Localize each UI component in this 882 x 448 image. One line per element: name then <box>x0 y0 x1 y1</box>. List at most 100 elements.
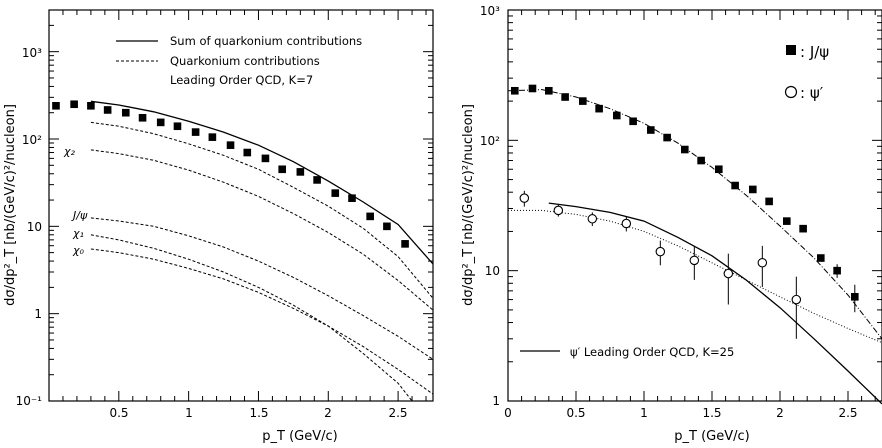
left-x-tick-label: 1 <box>185 406 193 420</box>
series-line <box>90 217 434 360</box>
legend-open-circle-marker <box>784 85 798 99</box>
data-point <box>511 86 519 95</box>
left-data-points <box>52 100 409 248</box>
data-point <box>647 126 655 134</box>
data-point <box>697 156 705 165</box>
data-point <box>278 165 286 174</box>
legend-entry: : J/ψ <box>800 43 829 61</box>
data-point <box>87 101 95 110</box>
data-point <box>243 148 252 157</box>
curve-label: χ₂ <box>63 145 76 158</box>
right-y-tick-label: 10 <box>485 264 500 278</box>
data-point <box>173 122 182 131</box>
series-line <box>90 234 413 402</box>
data-point <box>715 165 723 174</box>
data-point <box>689 255 700 266</box>
left-x-tick-label: 1.5 <box>249 406 268 420</box>
data-point <box>791 294 802 305</box>
data-point <box>765 197 773 206</box>
data-point <box>519 193 530 203</box>
left-panel: 10⁻¹ 1 10 10² 10³ 0.5 1 1.5 2 2.5 p_T (G… <box>3 9 434 444</box>
data-point <box>621 218 632 229</box>
data-point <box>553 205 564 216</box>
data-point <box>749 185 757 194</box>
left-y-tick-label: 10² <box>22 133 42 147</box>
legend-filled-square-marker <box>786 45 796 55</box>
right-x-tick-label: 1.5 <box>702 406 721 420</box>
data-point <box>799 224 807 233</box>
right-legend: : J/ψ : ψ′ <box>784 43 829 102</box>
data-point <box>103 106 112 114</box>
data-point <box>663 133 671 142</box>
right-y-tick-label: 1 <box>492 394 500 408</box>
series-line <box>90 100 434 265</box>
series-line <box>507 89 882 340</box>
data-point <box>528 84 537 93</box>
data-point <box>587 214 598 224</box>
data-point <box>156 118 165 127</box>
left-y-tick-label: 10⁻¹ <box>16 394 43 408</box>
data-point <box>817 254 825 262</box>
curve-label: J/ψ <box>71 209 88 222</box>
data-point <box>833 266 841 275</box>
series-line <box>90 149 434 311</box>
data-point <box>138 113 147 122</box>
data-point <box>595 104 603 113</box>
right-x-axis-title: p_T (GeV/c) <box>674 429 749 444</box>
right-data-points <box>511 84 859 339</box>
right-x-tick-label: 2.5 <box>838 406 857 420</box>
curve-label: χ₀ <box>72 244 85 257</box>
left-plot-frame <box>48 9 434 402</box>
left-x-axis-title: p_T (GeV/c) <box>262 429 337 444</box>
data-point <box>731 181 739 190</box>
left-y-tick-label: 10³ <box>22 46 42 60</box>
data-point <box>545 86 553 95</box>
data-point <box>226 141 235 149</box>
right-panel: 1 10 10² 10³ 0 0.5 1 1.5 2 2.5 p_T (GeV/… <box>461 4 882 444</box>
data-point <box>296 168 305 176</box>
curve-label: χ₁ <box>72 227 84 240</box>
data-point <box>383 222 391 231</box>
data-point <box>70 100 78 109</box>
series-line <box>90 248 434 395</box>
annotation-text: ψ′ Leading Order QCD, K=25 <box>570 345 734 359</box>
data-point <box>783 217 791 225</box>
left-ticks <box>48 9 433 402</box>
legend-entry: Sum of quarkonium contributions <box>170 34 362 48</box>
right-x-tick-label: 0.5 <box>566 406 585 420</box>
data-point <box>366 212 374 221</box>
left-x-tick-label: 2 <box>324 406 332 420</box>
data-point <box>313 176 321 184</box>
series-line <box>548 202 882 405</box>
right-x-tick-label: 1 <box>640 406 648 420</box>
data-point <box>723 268 734 279</box>
right-y-axis-title: dσ/dp²_T [nb/(GeV/c)²/nucleon] <box>461 104 476 306</box>
data-point <box>208 133 217 141</box>
data-point <box>561 93 569 101</box>
left-x-tick-label: 2.5 <box>388 406 407 420</box>
data-point <box>348 194 356 202</box>
left-y-axis-title: dσ/dp²_T [nb/(GeV/c)²/nucleon] <box>3 104 18 306</box>
data-point <box>655 246 666 257</box>
left-curves <box>90 100 434 402</box>
series-line <box>508 209 882 344</box>
data-point <box>122 108 130 117</box>
series-line <box>90 121 434 299</box>
data-point <box>757 258 768 268</box>
data-point <box>579 97 587 105</box>
data-point <box>851 293 859 301</box>
data-point <box>401 240 409 248</box>
right-plot-frame <box>507 9 882 402</box>
legend-entry: Quarkonium contributions <box>170 54 320 68</box>
data-point <box>331 189 340 197</box>
left-y-tick-label: 1 <box>34 307 42 321</box>
legend-entry: : ψ′ <box>800 84 824 102</box>
data-point <box>52 101 60 110</box>
data-point <box>261 154 270 163</box>
right-y-tick-label: 10² <box>480 134 500 148</box>
left-x-tick-label: 0.5 <box>109 406 128 420</box>
right-x-tick-label: 2 <box>776 406 784 420</box>
legend-entry: Leading Order QCD, K=7 <box>170 73 313 87</box>
data-point <box>613 111 621 120</box>
